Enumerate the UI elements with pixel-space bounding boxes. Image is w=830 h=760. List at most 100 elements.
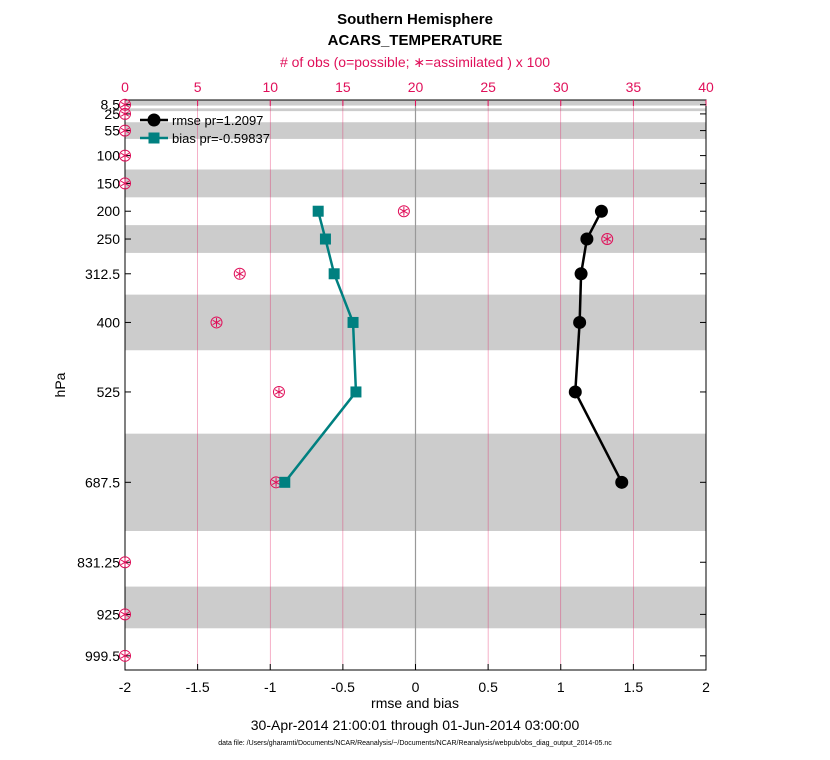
rmse-point-2 xyxy=(574,267,588,281)
rmse-point-1 xyxy=(580,232,594,246)
obs-possible-2 xyxy=(119,124,131,137)
legend: rmse pr=1.2097 bias pr=-0.59837 xyxy=(140,113,270,146)
x-tick-label-4: 0 xyxy=(412,679,420,695)
bias-point-2 xyxy=(328,268,340,280)
y-tick-label-9: 525 xyxy=(97,384,121,400)
obs-assimilated-6 xyxy=(603,234,612,244)
obs-assimilated-0 xyxy=(120,100,130,110)
y-axis-label: hPa xyxy=(52,372,68,397)
top-tick-label-7: 35 xyxy=(626,79,642,95)
bias-point-4 xyxy=(350,386,362,398)
y-tick-label-3: 100 xyxy=(97,148,121,164)
obs-possible-11 xyxy=(119,556,131,569)
x-tick-label-6: 1 xyxy=(557,679,565,695)
obs-assimilated-11 xyxy=(120,557,130,567)
top-tick-label-8: 40 xyxy=(698,79,714,95)
y-tick-label-8: 400 xyxy=(97,314,121,330)
obs-star-stroke xyxy=(212,319,221,326)
rmse-point-5 xyxy=(615,475,629,489)
y-tick-label-6: 250 xyxy=(97,231,121,247)
obs-assimilated-13 xyxy=(120,651,130,661)
obs-star-stroke xyxy=(120,102,130,108)
x-axis: -2 -1.5 -1 -0.5 0 0.5 1 1.5 2 xyxy=(119,664,710,695)
obs-possible-5 xyxy=(397,205,410,218)
y-tick-label-0: 8.5 xyxy=(101,97,121,113)
obs-possible-8 xyxy=(210,316,223,329)
obs-markers xyxy=(119,98,614,662)
y-tick-label-1: 25 xyxy=(104,106,120,122)
rmse-point-4 xyxy=(568,385,582,399)
legend-rmse-label: rmse pr=1.2097 xyxy=(172,113,263,128)
obs-star-stroke xyxy=(120,559,130,565)
obs-possible-12 xyxy=(119,608,131,621)
obs-star-stroke xyxy=(603,236,612,242)
chart-title: Southern Hemisphere xyxy=(337,11,493,28)
obs-star-stroke xyxy=(271,479,281,486)
obs-assimilated-5 xyxy=(399,206,409,216)
obs-star-stroke xyxy=(120,152,130,159)
top-axis: 0 5 10 15 20 25 30 35 40 xyxy=(121,79,714,106)
obs-assimilated-10 xyxy=(271,477,281,487)
obs-possible-13 xyxy=(119,649,131,662)
y-tick-label-13: 999.5 xyxy=(85,648,120,664)
obs-possible-3 xyxy=(119,149,131,162)
obs-assimilated-9 xyxy=(274,387,284,397)
x-axis-label: rmse and bias xyxy=(371,695,459,711)
obs-star-stroke xyxy=(235,271,244,277)
x-tick-label-3: -0.5 xyxy=(331,679,355,695)
x-tick-label-0: -2 xyxy=(119,679,132,695)
gridlines xyxy=(197,100,634,670)
obs-assimilated-4 xyxy=(120,178,130,188)
y-tick-label-7: 312.5 xyxy=(85,266,120,282)
rmse-point-0 xyxy=(594,204,608,218)
top-axis-label: # of obs (o=possible; ∗=assimilated ) x … xyxy=(280,54,550,70)
legend-rmse-marker xyxy=(147,113,161,127)
obs-assimilated-3 xyxy=(120,151,130,161)
obs-assimilated-2 xyxy=(120,126,130,136)
bias-point-1 xyxy=(319,233,331,245)
y-tick-label-10: 687.5 xyxy=(85,474,120,490)
data-file-footnote: data file: /Users/gharamti/Documents/NCA… xyxy=(218,740,612,747)
obs-star-stroke xyxy=(274,389,284,395)
obs-star-stroke xyxy=(120,611,130,618)
obs-assimilated-8 xyxy=(212,317,221,327)
obs-assimilated-12 xyxy=(120,609,130,619)
y-tick-label-2: 55 xyxy=(104,123,120,139)
x-tick-label-8: 2 xyxy=(702,679,710,695)
obs-possible-9 xyxy=(272,385,285,398)
top-tick-label-0: 0 xyxy=(121,79,129,95)
obs-star-stroke xyxy=(120,111,130,117)
obs-star-stroke xyxy=(120,180,130,187)
obs-star-stroke xyxy=(399,208,409,214)
obs-possible-7 xyxy=(233,267,246,280)
x-tick-label-5: 0.5 xyxy=(478,679,498,695)
top-tick-label-3: 15 xyxy=(335,79,351,95)
top-tick-label-6: 30 xyxy=(553,79,569,95)
date-range: 30-Apr-2014 21:00:01 through 01-Jun-2014… xyxy=(251,717,580,733)
obs-star-stroke xyxy=(120,653,130,659)
obs-possible-4 xyxy=(119,177,131,190)
series-lines xyxy=(279,204,629,489)
top-tick-label-1: 5 xyxy=(194,79,202,95)
x-tick-label-1: -1.5 xyxy=(186,679,210,695)
bias-point-3 xyxy=(347,316,359,328)
legend-bias-marker xyxy=(148,132,160,144)
chart-subtitle: ACARS_TEMPERATURE xyxy=(328,32,503,49)
bias-point-0 xyxy=(312,205,324,217)
obs-assimilated-7 xyxy=(235,269,244,279)
y-tick-label-4: 150 xyxy=(97,175,121,191)
bias-point-5 xyxy=(279,476,291,488)
legend-bias-label: bias pr=-0.59837 xyxy=(172,131,270,146)
top-tick-label-2: 10 xyxy=(262,79,278,95)
y-tick-label-5: 200 xyxy=(97,203,121,219)
obs-star-stroke xyxy=(120,127,130,134)
top-tick-label-5: 25 xyxy=(480,79,496,95)
obs-possible-6 xyxy=(601,233,614,246)
y-tick-label-12: 925 xyxy=(97,606,121,622)
top-tick-label-4: 20 xyxy=(408,79,424,95)
x-tick-label-2: -1 xyxy=(264,679,277,695)
rmse-point-3 xyxy=(573,315,587,329)
y-tick-label-11: 831.25 xyxy=(77,554,120,570)
